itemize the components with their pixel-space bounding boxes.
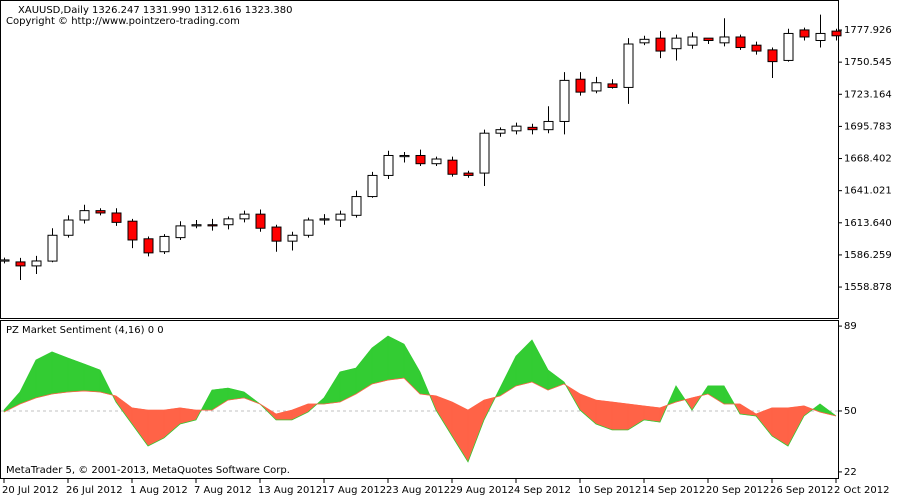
- x-tick-label: 10 Sep 2012: [578, 485, 641, 496]
- candle-body: [47, 234, 58, 262]
- candle-body: [671, 37, 682, 50]
- candle-body: [287, 234, 298, 242]
- candle-body: [159, 235, 170, 253]
- sentiment-line: [3, 377, 837, 417]
- y-tick-label: 1613.640: [844, 218, 892, 229]
- x-tick-label: 20 Jul 2012: [2, 485, 59, 496]
- x-tick-label: 17 Aug 2012: [322, 485, 386, 496]
- candle-body: [255, 213, 266, 229]
- x-tick-label: 23 Aug 2012: [386, 485, 450, 496]
- candle-body: [143, 238, 154, 254]
- candle-body: [383, 154, 394, 176]
- candle-body: [479, 132, 490, 174]
- candle-body: [95, 210, 106, 214]
- candle-body: [655, 37, 666, 52]
- candle-body: [703, 37, 714, 41]
- candle-body: [351, 196, 362, 216]
- x-tick-label: 26 Jul 2012: [66, 485, 123, 496]
- candle-body: [799, 29, 810, 38]
- candle-body: [223, 218, 234, 226]
- y-tick-label: 1558.878: [844, 282, 892, 293]
- x-tick-label: 1 Aug 2012: [130, 485, 188, 496]
- footer: MetaTrader 5, © 2001-2013, MetaQuotes So…: [6, 465, 290, 476]
- candle-body: [591, 82, 602, 92]
- sentiment-line: [3, 335, 837, 463]
- candle-body: [191, 224, 202, 227]
- y-tick-label: 1586.259: [844, 250, 892, 261]
- candle-body: [399, 154, 410, 158]
- y-tick-label: 89: [844, 321, 857, 332]
- candle-body: [63, 219, 74, 236]
- candle-body: [639, 38, 650, 44]
- candle-body: [751, 44, 762, 52]
- candle-body: [527, 126, 538, 131]
- candle-body: [111, 212, 122, 223]
- candle-body: [687, 36, 698, 46]
- candle-body: [271, 226, 282, 242]
- candle-body: [447, 159, 458, 175]
- y-tick-label: 22: [844, 467, 857, 478]
- candle-body: [335, 213, 346, 221]
- y-tick-label: 1723.164: [844, 89, 892, 100]
- x-tick-label: 4 Sep 2012: [514, 485, 571, 496]
- candle-body: [511, 125, 522, 132]
- candle-body: [31, 260, 42, 267]
- chart-title: XAUUSD,Daily 1326.247 1331.990 1312.616 …: [18, 5, 292, 16]
- y-tick-label: 1668.402: [844, 154, 892, 165]
- candle-body: [207, 224, 218, 227]
- candle-body: [431, 158, 442, 165]
- candle-body: [735, 36, 746, 49]
- x-tick-label: 29 Aug 2012: [450, 485, 514, 496]
- candle-body: [303, 219, 314, 236]
- candle-body: [0, 259, 10, 262]
- x-tick-label: 13 Aug 2012: [258, 485, 322, 496]
- candle-body: [127, 220, 138, 241]
- x-tick-label: 20 Sep 2012: [706, 485, 769, 496]
- candle-body: [543, 120, 554, 131]
- candle-body: [367, 174, 378, 198]
- sentiment-fill: [51, 351, 69, 395]
- candle-body: [831, 30, 842, 37]
- candle-body: [575, 78, 586, 93]
- sentiment-fill: [643, 405, 661, 423]
- candle-body: [495, 129, 506, 134]
- indicator-pane: [0, 320, 839, 479]
- x-tick-label: 26 Sep 2012: [770, 485, 833, 496]
- candle-body: [623, 43, 634, 88]
- candle-body: [767, 49, 778, 63]
- chart-subtitle: Copyright © http://www.pointzero-trading…: [6, 16, 240, 27]
- y-tick-label: 1777.926: [844, 25, 892, 36]
- candle-body: [415, 154, 426, 165]
- candle-body: [607, 83, 618, 88]
- candle-body: [175, 225, 186, 239]
- candle-body: [559, 79, 570, 122]
- sentiment-fill: [611, 401, 629, 431]
- indicator-title: PZ Market Sentiment (4,16) 0 0: [6, 325, 164, 336]
- candle-body: [719, 36, 730, 44]
- y-tick-label: 1641.021: [844, 186, 892, 197]
- candle-body: [79, 210, 90, 221]
- x-tick-label: 7 Aug 2012: [194, 485, 252, 496]
- candle-body: [783, 32, 794, 61]
- x-tick-label: 2 Oct 2012: [834, 485, 889, 496]
- y-tick-label: 50: [844, 406, 857, 417]
- y-tick-label: 1750.545: [844, 57, 892, 68]
- candle-body: [463, 172, 474, 176]
- y-tick-label: 1695.783: [844, 121, 892, 132]
- candle-body: [15, 261, 26, 267]
- x-tick-label: 14 Sep 2012: [642, 485, 705, 496]
- candle-body: [319, 218, 330, 221]
- candle-body: [239, 213, 250, 220]
- candle-body: [815, 32, 826, 41]
